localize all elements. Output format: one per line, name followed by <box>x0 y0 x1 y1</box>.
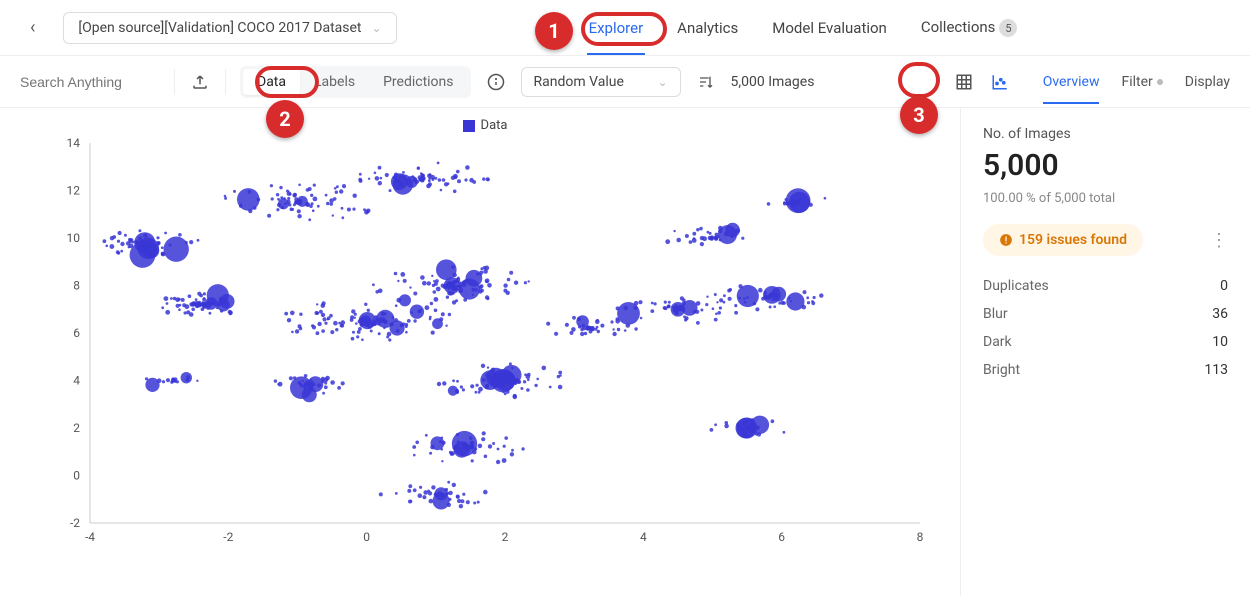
side-tab-filter[interactable]: Filter <box>1121 74 1162 90</box>
count-subtext: 100.00 % of 5,000 total <box>983 191 1228 206</box>
collections-count-badge: 5 <box>999 19 1017 37</box>
side-tab-overview[interactable]: Overview <box>1043 74 1100 90</box>
scatter-plot[interactable]: -2 0 2 4 6 8 10 12 14 -4 -2 0 2 4 6 8 <box>30 133 940 553</box>
annotation-callout-2: 2 <box>266 100 304 138</box>
chart-area: Data -2 0 2 4 6 8 10 12 14 -4 -2 0 2 4 6 8 <box>0 108 960 596</box>
annotation-callout-3: 3 <box>900 96 938 134</box>
svg-text:-4: -4 <box>85 530 95 544</box>
legend-swatch <box>463 120 475 132</box>
metric-label: Blur <box>983 306 1008 322</box>
main-area: Data -2 0 2 4 6 8 10 12 14 -4 -2 0 2 4 6 8 No. of Image… <box>0 108 1250 596</box>
seg-tab-predictions[interactable]: Predictions <box>369 69 467 95</box>
svg-text:0: 0 <box>73 469 80 483</box>
chart-legend: Data <box>30 118 940 133</box>
side-panel: No. of Images 5,000 100.00 % of 5,000 to… <box>960 108 1250 596</box>
sort-icon[interactable] <box>695 71 717 93</box>
side-tab-display[interactable]: Display <box>1185 74 1230 90</box>
metric-value: 10 <box>1212 334 1228 350</box>
issues-pill[interactable]: 159 issues found <box>983 224 1143 256</box>
svg-text:0: 0 <box>363 530 370 544</box>
view-mode-segment: DataLabelsPredictions <box>240 66 471 98</box>
metric-label: Duplicates <box>983 278 1049 294</box>
svg-text:2: 2 <box>73 421 80 435</box>
svg-text:-2: -2 <box>223 530 233 544</box>
divider <box>174 69 175 95</box>
svg-text:4: 4 <box>73 374 80 388</box>
chevron-down-icon: ⌄ <box>657 75 667 89</box>
issues-text: 159 issues found <box>1019 232 1127 248</box>
metric-value: 36 <box>1212 306 1228 322</box>
nav-tab-model-evaluation[interactable]: Model Evaluation <box>770 13 889 43</box>
metric-value: 113 <box>1204 362 1228 378</box>
annotation-callout-1: 1 <box>535 12 573 50</box>
svg-text:8: 8 <box>73 279 80 293</box>
count-value: 5,000 <box>983 148 1228 183</box>
dataset-selector[interactable]: [Open source][Validation] COCO 2017 Data… <box>63 12 396 44</box>
svg-text:12: 12 <box>67 184 81 198</box>
divider <box>225 69 226 95</box>
top-bar: ‹ [Open source][Validation] COCO 2017 Da… <box>0 0 1250 56</box>
svg-text:10: 10 <box>67 231 81 245</box>
metric-row-bright[interactable]: Bright 113 <box>983 356 1228 384</box>
filter-indicator-dot <box>1157 79 1163 85</box>
metric-label: Dark <box>983 334 1012 350</box>
nav-tabs: Explorer Analytics Model Evaluation Collect… <box>587 12 1020 44</box>
svg-text:4: 4 <box>640 530 647 544</box>
value-select-label: Random Value <box>534 74 624 90</box>
svg-text:-2: -2 <box>70 516 80 530</box>
chevron-down-icon: ⌄ <box>372 21 382 35</box>
grid-view-icon[interactable] <box>953 71 975 93</box>
svg-text:8: 8 <box>917 530 924 544</box>
seg-tab-labels[interactable]: Labels <box>300 69 369 95</box>
value-select[interactable]: Random Value ⌄ <box>521 67 681 97</box>
count-label: No. of Images <box>983 126 1228 142</box>
search-input[interactable] <box>20 74 160 90</box>
svg-text:2: 2 <box>502 530 509 544</box>
scatter-view-icon[interactable] <box>989 71 1011 93</box>
nav-tab-analytics[interactable]: Analytics <box>675 13 740 43</box>
metric-value: 0 <box>1220 278 1228 294</box>
metric-row-blur[interactable]: Blur 36 <box>983 300 1228 328</box>
toolbar: DataLabelsPredictions Random Value ⌄ 5,0… <box>0 56 1250 108</box>
metric-row-dark[interactable]: Dark 10 <box>983 328 1228 356</box>
side-tabs: Overview Filter Display <box>1043 74 1230 90</box>
metric-row-duplicates[interactable]: Duplicates 0 <box>983 272 1228 300</box>
metric-label: Bright <box>983 362 1020 378</box>
nav-tab-explorer[interactable]: Explorer <box>587 13 646 43</box>
back-button[interactable]: ‹ <box>20 13 45 42</box>
dataset-name: [Open source][Validation] COCO 2017 Data… <box>78 20 361 36</box>
nav-tab-collections[interactable]: Collections5 <box>919 12 1020 44</box>
svg-text:14: 14 <box>67 136 81 150</box>
info-icon[interactable] <box>485 71 507 93</box>
metrics-list: Duplicates 0 Blur 36 Dark 10 Bright 113 <box>983 272 1228 384</box>
upload-icon[interactable] <box>189 71 211 93</box>
seg-tab-data[interactable]: Data <box>243 69 300 95</box>
svg-text:6: 6 <box>778 530 785 544</box>
legend-label: Data <box>481 118 508 133</box>
image-count-label: 5,000 Images <box>731 74 815 90</box>
kebab-menu-icon[interactable]: ⋮ <box>1210 230 1228 251</box>
svg-text:6: 6 <box>73 326 80 340</box>
